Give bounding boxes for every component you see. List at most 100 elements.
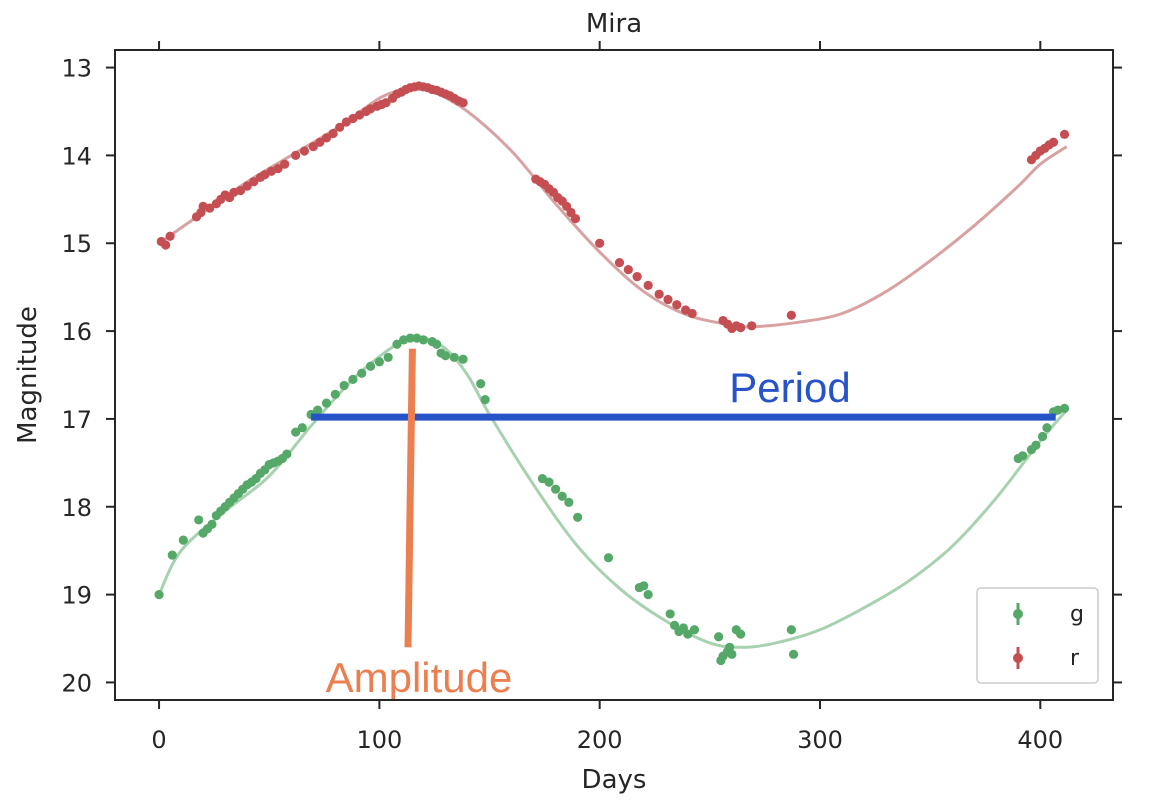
data-point-g (1059, 403, 1070, 413)
data-point-g (449, 352, 459, 363)
data-point-r (643, 280, 653, 291)
data-point-g (291, 427, 301, 437)
y-tick-label: 15 (61, 230, 92, 258)
x-tick-label: 400 (1017, 726, 1063, 754)
data-point-r (165, 231, 175, 241)
y-tick-label: 20 (61, 669, 92, 697)
data-point-r (654, 289, 664, 299)
data-point-g (207, 519, 217, 529)
data-point-r (291, 150, 301, 161)
data-point-r (161, 240, 171, 250)
y-tick-label: 19 (61, 582, 92, 610)
y-tick-label: 18 (61, 494, 92, 522)
data-point-g (603, 553, 614, 563)
data-point-r (335, 122, 345, 132)
data-point-r (747, 321, 757, 331)
data-point-g (1042, 423, 1052, 433)
data-point-g (383, 352, 393, 363)
data-point-g (573, 512, 583, 522)
data-point-g (357, 368, 367, 378)
data-point-g (544, 477, 554, 487)
data-point-g (665, 609, 675, 619)
data-point-r (663, 294, 673, 305)
y-tick-label: 16 (61, 318, 92, 346)
data-point-r (205, 203, 215, 213)
data-point-r (786, 310, 796, 320)
data-point-r (570, 214, 581, 224)
data-point-g (297, 423, 307, 433)
x-tick-label: 300 (797, 726, 843, 754)
data-point-r (280, 159, 290, 169)
data-point-g (480, 394, 490, 405)
data-point-g (788, 649, 799, 659)
legend-box (976, 587, 1099, 684)
fit-curve-g (157, 335, 1068, 649)
data-point-g (392, 339, 402, 349)
annotations: Period Amplitude (311, 348, 1056, 701)
data-point-r (242, 181, 252, 191)
data-point-r (328, 128, 338, 139)
data-point-r (632, 272, 642, 282)
data-point-r (235, 185, 246, 196)
data-point-r (249, 177, 259, 187)
data-point-g (1031, 440, 1041, 450)
data-point-g (736, 629, 746, 639)
x-tick-label: 0 (151, 726, 166, 754)
data-point-r (1059, 129, 1070, 139)
data-point-r (736, 322, 746, 333)
chart-title: Mira (586, 9, 642, 39)
data-point-g (313, 405, 323, 415)
data-point-r (315, 137, 325, 147)
legend-marker-r (1013, 653, 1023, 663)
data-point-g (1018, 451, 1028, 461)
data-point-g (339, 380, 349, 391)
data-point-r (614, 257, 625, 268)
data-point-g (727, 649, 737, 659)
data-point-g (348, 374, 358, 384)
data-point-g (725, 642, 735, 652)
data-point-r (458, 98, 468, 108)
data-point-r (299, 146, 310, 156)
data-point-r (308, 142, 318, 152)
plot-frame (114, 49, 1114, 701)
data-point-g (418, 335, 429, 345)
data-point-g (154, 589, 164, 600)
y-axis-label: Magnitude (13, 306, 43, 444)
x-tick-label: 100 (356, 726, 402, 754)
amplitude-line (404, 348, 416, 648)
data-point-g (440, 351, 451, 361)
data-point-g (564, 497, 574, 507)
data-point-g (432, 339, 442, 349)
data-point-r (595, 238, 605, 248)
data-points (154, 81, 1070, 666)
data-point-r (273, 163, 283, 174)
y-tick-label: 17 (61, 406, 92, 434)
axis-ticks: 0 100 200 300 400 13 14 15 16 17 18 19 20 (61, 41, 1122, 754)
data-point-r (623, 264, 633, 275)
data-point-g (365, 361, 376, 371)
data-point-g (551, 484, 561, 494)
data-point-g (643, 589, 653, 600)
data-point-g (476, 379, 486, 389)
data-point-g (194, 515, 204, 525)
data-point-g (639, 581, 649, 591)
data-point-g (282, 449, 292, 459)
data-point-g (683, 629, 693, 639)
data-point-g (167, 550, 177, 560)
data-point-g (178, 535, 188, 545)
data-point-r (672, 300, 682, 310)
legend-label-r: r (1070, 646, 1080, 671)
data-point-r (321, 133, 332, 143)
data-point-g (786, 625, 796, 635)
data-point-g (1037, 431, 1048, 442)
data-point-g (374, 357, 384, 367)
fit-curve-r (158, 86, 1068, 329)
x-axis-label: Days (582, 765, 647, 795)
data-point-g (321, 398, 332, 408)
data-point-g (714, 632, 724, 642)
data-point-r (687, 308, 697, 319)
x-tick-label: 200 (577, 726, 623, 754)
data-point-g (330, 389, 340, 399)
legend-label-g: g (1070, 602, 1084, 627)
